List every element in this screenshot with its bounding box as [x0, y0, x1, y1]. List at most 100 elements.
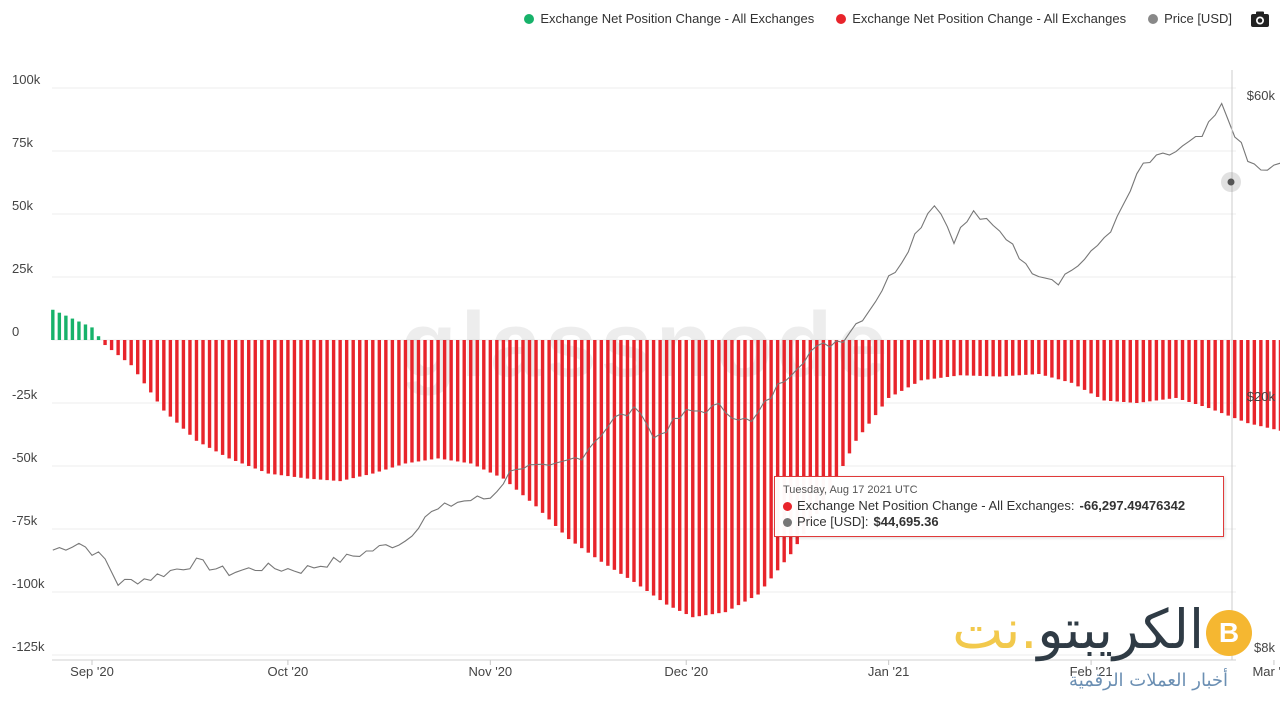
bar [214, 340, 218, 452]
bar [51, 309, 55, 340]
y-right-tick-label: $8k [1254, 640, 1275, 655]
tooltip-series2-label: Price [USD]: [797, 514, 869, 529]
legend-label: Price [USD] [1164, 11, 1232, 26]
bar [919, 340, 924, 381]
bar [495, 340, 499, 476]
bar [1050, 340, 1054, 378]
bar [136, 340, 140, 375]
bar [436, 340, 440, 459]
bar [371, 340, 375, 474]
x-tick-label: Feb '21 [1070, 664, 1113, 679]
bar [162, 340, 166, 411]
camera-icon[interactable] [1250, 10, 1270, 28]
bar [312, 340, 316, 480]
bar [860, 340, 865, 433]
bar [1154, 340, 1159, 401]
x-tick-label: Sep '20 [70, 664, 114, 679]
bar [1193, 340, 1198, 405]
bar [194, 340, 199, 441]
legend-item-price[interactable]: Price [USD] [1148, 11, 1232, 26]
bar [710, 340, 715, 615]
bar [1095, 340, 1100, 397]
bar [482, 340, 486, 470]
bar [671, 340, 675, 608]
bar [632, 340, 636, 582]
bar [318, 340, 323, 480]
bar [279, 340, 284, 476]
bar [521, 340, 525, 496]
y-right-tick-label: $60k [1247, 88, 1276, 103]
bar [103, 340, 107, 346]
bar [155, 340, 159, 402]
bar [233, 340, 238, 461]
bar [1206, 340, 1211, 409]
tooltip-series2-value: $44,695.36 [873, 514, 939, 529]
x-tick-label: Nov '20 [468, 664, 512, 679]
tooltip-row-net-position: Exchange Net Position Change - All Excha… [783, 498, 1215, 514]
bar [475, 340, 479, 467]
bar [749, 340, 754, 599]
bar [462, 340, 466, 463]
y-left-tick-label: 75k [12, 135, 33, 150]
bar [1089, 340, 1093, 394]
legend-item-outflow[interactable]: Exchange Net Position Change - All Excha… [836, 11, 1126, 26]
legend-item-inflow[interactable]: Exchange Net Position Change - All Excha… [524, 11, 814, 26]
bar [175, 340, 179, 423]
bar [77, 321, 81, 340]
bar [580, 340, 584, 549]
tooltip: Tuesday, Aug 17 2021 UTC Exchange Net Po… [774, 476, 1224, 537]
bar [1161, 340, 1165, 400]
bar [645, 340, 649, 591]
bar [828, 340, 832, 492]
bar [1219, 340, 1224, 414]
bar [201, 340, 205, 445]
y-left-tick-label: -75k [12, 513, 38, 528]
bar [945, 340, 950, 377]
bar [227, 340, 231, 459]
bar [351, 340, 355, 479]
bar [1265, 340, 1270, 428]
bar [978, 340, 982, 376]
bar [540, 340, 545, 513]
bar [586, 340, 590, 553]
bar [1037, 340, 1041, 375]
bar [390, 340, 395, 468]
bar [109, 340, 114, 351]
bar [534, 340, 538, 507]
bar [344, 340, 349, 480]
bar [469, 340, 473, 464]
bar [619, 340, 623, 574]
bar [730, 340, 734, 609]
bar [625, 340, 630, 578]
bar [886, 340, 891, 398]
bar [893, 340, 897, 395]
bar [684, 340, 688, 615]
y-right-tick-label: $20k [1247, 389, 1276, 404]
bar [1056, 340, 1061, 380]
bar [775, 340, 780, 571]
x-axis: Sep '20 Oct '20 Nov '20 Dec '20 Jan '21 Feb '… [52, 659, 1280, 679]
bar [364, 340, 368, 476]
bar [423, 340, 427, 461]
bar [1082, 340, 1087, 390]
x-tick-label: Mar '21 [1252, 664, 1280, 679]
bar [449, 340, 453, 461]
bar [1141, 340, 1146, 403]
tooltip-row-price: Price [USD]: $44,695.36 [783, 514, 1215, 530]
bar [331, 340, 336, 481]
bar [1226, 340, 1230, 416]
bar [958, 340, 963, 376]
bar [1259, 340, 1263, 427]
bar [455, 340, 460, 462]
bar [1069, 340, 1074, 383]
bar [96, 336, 101, 340]
bar [769, 340, 773, 579]
y-left-tick-label: 25k [12, 261, 33, 276]
bar [880, 340, 884, 407]
bar [70, 318, 75, 340]
bar [553, 340, 558, 526]
bar [1246, 340, 1250, 424]
brand-name-suffix: .نت [952, 598, 1038, 661]
y-left-tick-label: -125k [12, 639, 45, 654]
